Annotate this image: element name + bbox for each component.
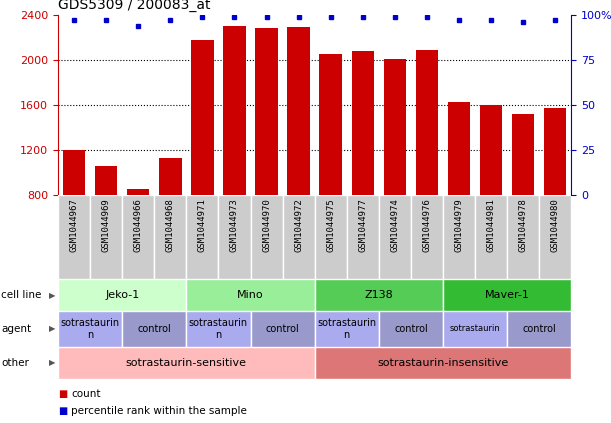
Bar <box>379 195 411 279</box>
Bar <box>443 279 571 311</box>
Text: GSM1044976: GSM1044976 <box>422 198 431 252</box>
Text: GSM1044967: GSM1044967 <box>70 198 79 252</box>
Bar <box>58 195 90 279</box>
Bar <box>384 59 406 195</box>
Bar <box>315 347 571 379</box>
Text: sotrastaurin-sensitive: sotrastaurin-sensitive <box>126 358 247 368</box>
Bar <box>58 311 122 347</box>
Text: sotrastaurin: sotrastaurin <box>450 324 500 333</box>
Bar <box>512 114 535 195</box>
Bar <box>443 195 475 279</box>
Text: GSM1044972: GSM1044972 <box>294 198 303 252</box>
Bar <box>58 347 315 379</box>
Bar <box>255 28 278 195</box>
Text: GSM1044973: GSM1044973 <box>230 198 239 252</box>
Text: percentile rank within the sample: percentile rank within the sample <box>71 406 247 416</box>
Text: Z138: Z138 <box>364 290 393 300</box>
Text: GSM1044977: GSM1044977 <box>358 198 367 252</box>
Text: sotrastaurin
n: sotrastaurin n <box>317 318 376 340</box>
Text: control: control <box>522 324 556 334</box>
Bar <box>191 39 214 195</box>
Text: control: control <box>266 324 299 334</box>
Text: GSM1044978: GSM1044978 <box>519 198 528 252</box>
Text: GSM1044970: GSM1044970 <box>262 198 271 252</box>
Bar <box>475 195 507 279</box>
Bar <box>507 195 540 279</box>
Bar <box>448 102 470 195</box>
Text: GSM1044981: GSM1044981 <box>486 198 496 252</box>
Text: Maver-1: Maver-1 <box>485 290 530 300</box>
Text: agent: agent <box>1 324 31 334</box>
Text: GSM1044971: GSM1044971 <box>198 198 207 252</box>
Bar <box>186 311 251 347</box>
Bar <box>95 167 117 195</box>
Bar <box>287 27 310 195</box>
Bar <box>63 150 86 195</box>
Text: GSM1044974: GSM1044974 <box>390 198 400 252</box>
Bar <box>443 311 507 347</box>
Bar <box>379 311 443 347</box>
Text: Jeko-1: Jeko-1 <box>105 290 139 300</box>
Text: count: count <box>71 389 101 399</box>
Text: ▶: ▶ <box>48 324 55 333</box>
Text: GDS5309 / 200083_at: GDS5309 / 200083_at <box>58 0 211 12</box>
Bar <box>315 279 443 311</box>
Bar <box>544 108 566 195</box>
Text: ■: ■ <box>58 389 67 399</box>
Text: ▶: ▶ <box>48 358 55 367</box>
Bar <box>58 279 186 311</box>
Text: control: control <box>394 324 428 334</box>
Bar <box>283 195 315 279</box>
Text: ■: ■ <box>58 406 67 416</box>
Bar <box>122 195 155 279</box>
Bar <box>415 49 438 195</box>
Bar <box>186 195 219 279</box>
Bar <box>186 279 315 311</box>
Text: sotrastaurin-insensitive: sotrastaurin-insensitive <box>378 358 508 368</box>
Text: sotrastaurin
n: sotrastaurin n <box>189 318 248 340</box>
Bar <box>223 26 246 195</box>
Text: GSM1044975: GSM1044975 <box>326 198 335 252</box>
Text: control: control <box>137 324 171 334</box>
Bar <box>315 195 347 279</box>
Text: other: other <box>1 358 29 368</box>
Bar <box>411 195 443 279</box>
Text: ▶: ▶ <box>48 291 55 299</box>
Bar <box>480 105 502 195</box>
Bar <box>90 195 122 279</box>
Text: GSM1044966: GSM1044966 <box>134 198 143 252</box>
Bar <box>251 195 283 279</box>
Bar <box>540 195 571 279</box>
Text: GSM1044980: GSM1044980 <box>551 198 560 252</box>
Text: GSM1044979: GSM1044979 <box>455 198 464 252</box>
Bar <box>507 311 571 347</box>
Text: GSM1044968: GSM1044968 <box>166 198 175 252</box>
Bar <box>122 311 186 347</box>
Bar <box>127 189 150 195</box>
Bar <box>347 195 379 279</box>
Text: sotrastaurin
n: sotrastaurin n <box>60 318 120 340</box>
Text: Mino: Mino <box>237 290 264 300</box>
Bar <box>219 195 251 279</box>
Bar <box>155 195 186 279</box>
Text: cell line: cell line <box>1 290 42 300</box>
Bar <box>251 311 315 347</box>
Bar <box>315 311 379 347</box>
Bar <box>351 51 374 195</box>
Text: GSM1044969: GSM1044969 <box>101 198 111 252</box>
Bar <box>320 54 342 195</box>
Bar <box>159 157 181 195</box>
